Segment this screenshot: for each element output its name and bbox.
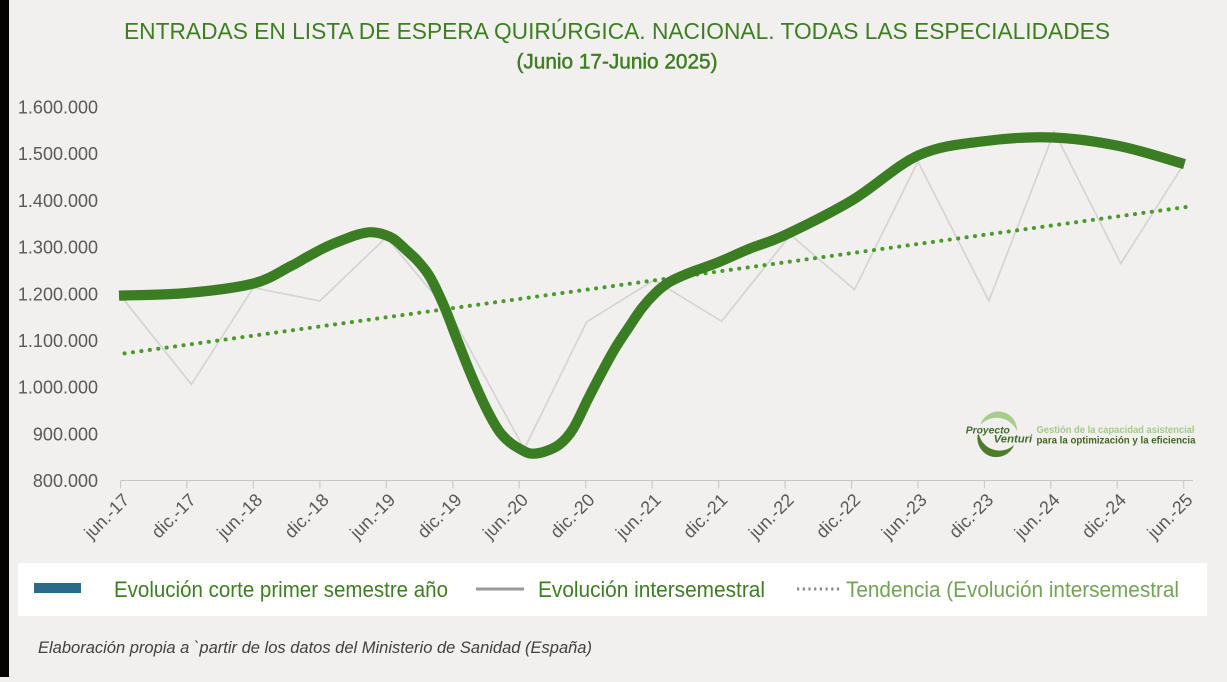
svg-text:1.400.000: 1.400.000	[18, 191, 98, 211]
svg-text:1.600.000: 1.600.000	[18, 98, 98, 118]
svg-text:Evolución intersemestral: Evolución intersemestral	[538, 577, 765, 602]
svg-text:1.500.000: 1.500.000	[18, 144, 98, 164]
svg-text:1.200.000: 1.200.000	[18, 284, 98, 304]
svg-text:Elaboración propia a `partir d: Elaboración propia a `partir de los dato…	[38, 639, 592, 657]
svg-text:1.100.000: 1.100.000	[18, 331, 98, 351]
svg-text:ENTRADAS EN LISTA DE ESPERA QU: ENTRADAS EN LISTA DE ESPERA QUIRÚRGICA. …	[124, 18, 1110, 44]
svg-text:Venturi: Venturi	[994, 434, 1033, 446]
svg-text:Evolución corte primer semestr: Evolución corte primer semestre año	[114, 577, 448, 602]
svg-text:Proyecto: Proyecto	[966, 425, 1010, 436]
svg-text:900.000: 900.000	[33, 424, 98, 444]
svg-text:1.000.000: 1.000.000	[18, 378, 98, 398]
svg-text:1.300.000: 1.300.000	[18, 238, 98, 258]
svg-text:Gestión de la capacidad asiste: Gestión de la capacidad asistencial	[1037, 425, 1195, 436]
svg-text:Tendencia (Evolución interseme: Tendencia (Evolución intersemestral	[846, 577, 1179, 602]
svg-text:para la optimización y la efic: para la optimización y la eficiencia	[1037, 436, 1196, 447]
svg-text:800.000: 800.000	[33, 471, 98, 491]
svg-text:(Junio 17-Junio 2025): (Junio 17-Junio 2025)	[517, 51, 718, 74]
